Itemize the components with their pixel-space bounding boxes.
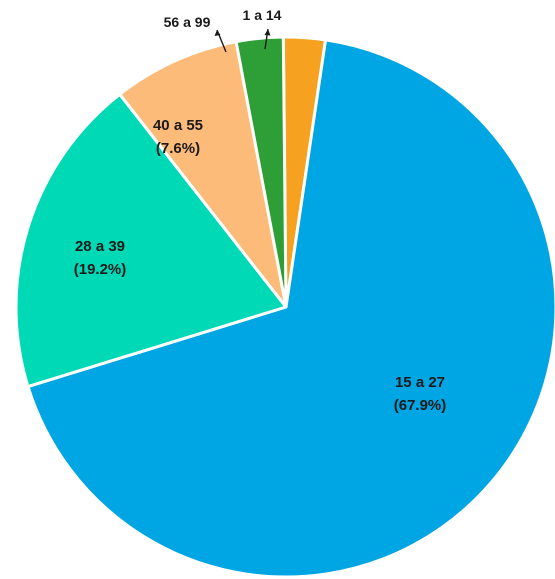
slice-15-a-27 — [26, 38, 555, 579]
percent-28-39: (19.2%) — [74, 261, 127, 278]
label-15-27: 15 a 27 — [395, 374, 445, 391]
slice-40-a-55 — [118, 40, 288, 309]
label-1-14: 1 a 14 — [243, 7, 282, 23]
slice-28-a-39 — [14, 92, 288, 389]
pie-slices — [14, 35, 555, 579]
leader-arrow-56-99 — [214, 30, 221, 36]
leader-arrow-1-14 — [264, 29, 271, 36]
label-56-99: 56 a 99 — [164, 14, 211, 30]
percent-15-27: (67.9%) — [394, 397, 447, 414]
label-40-55: 40 a 55 — [153, 117, 203, 134]
slice-56-a-99 — [234, 35, 288, 309]
label-28-39: 28 a 39 — [75, 238, 125, 255]
percent-40-55: (7.6%) — [156, 140, 200, 157]
